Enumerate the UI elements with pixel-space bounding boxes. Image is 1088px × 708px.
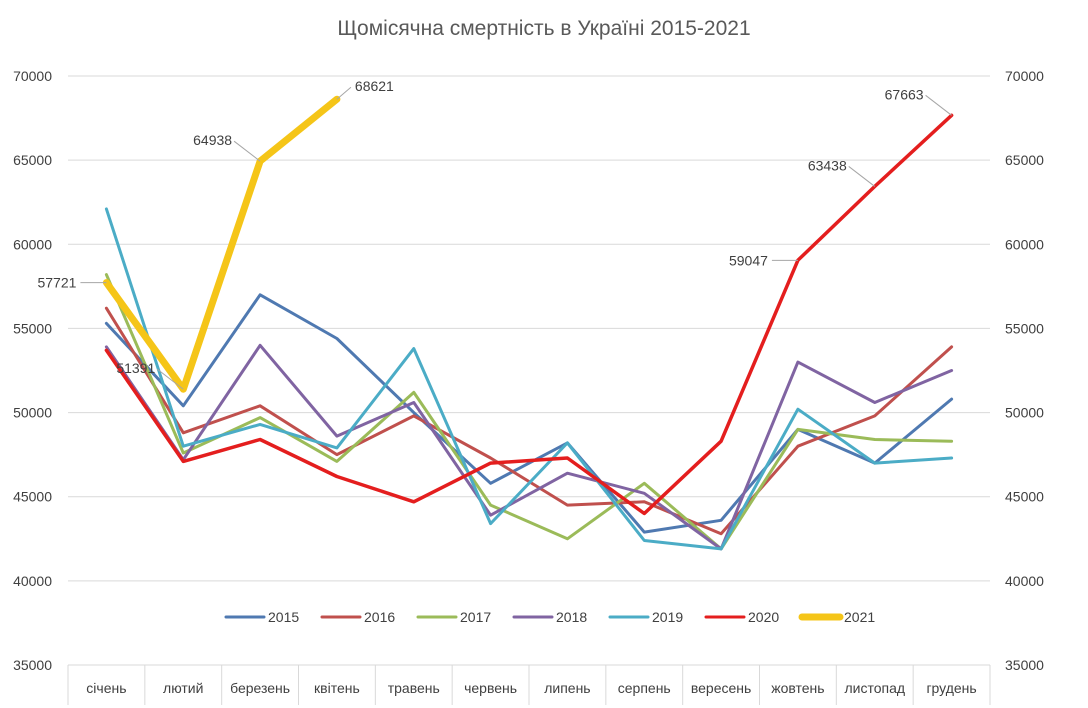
series-line-2017: [104, 273, 954, 551]
x-axis: січень лютий березень квітень травень червень…: [67, 664, 991, 705]
data-label: 68621: [355, 78, 394, 94]
x-tick-label: лютий: [163, 680, 203, 696]
legend-label-2020: 2020: [748, 609, 779, 625]
x-tick-label: квітень: [314, 680, 360, 696]
series-line-2019: [104, 207, 954, 551]
y-tick-label-right: 65000: [1005, 152, 1044, 168]
y-tick-label-right: 35000: [1005, 657, 1044, 673]
data-labels: 57721 51391 64938 68621 59047 63438 67663: [37, 78, 952, 390]
y-tick-label-right: 55000: [1005, 320, 1044, 336]
legend-label-2015: 2015: [268, 609, 299, 625]
legend-label-2018: 2018: [556, 609, 587, 625]
y-tick-label-left: 40000: [13, 573, 52, 589]
gridlines: [68, 75, 990, 582]
data-label: 64938: [193, 132, 232, 148]
data-label-leader: [848, 166, 876, 187]
legend-label-2017: 2017: [460, 609, 491, 625]
x-tick-label: вересень: [691, 680, 751, 696]
x-tick-label: серпень: [618, 680, 671, 696]
legend-label-2021: 2021: [844, 609, 875, 625]
y-tick-label-right: 45000: [1005, 489, 1044, 505]
chart-title: Щомісячна смертність в Україні 2015-2021: [337, 17, 750, 40]
y-tick-label-left: 55000: [13, 320, 52, 336]
x-tick-label: листопад: [844, 680, 905, 696]
x-tick-label: червень: [464, 680, 517, 696]
data-label: 63438: [808, 157, 847, 173]
y-tick-label-right: 60000: [1005, 236, 1044, 252]
x-tick-label: січень: [86, 680, 126, 696]
x-tick-label: грудень: [926, 680, 976, 696]
x-tick-label: жовтень: [771, 680, 824, 696]
x-tick-label: травень: [388, 680, 440, 696]
data-label-leader: [233, 140, 261, 162]
y-tick-label-right: 50000: [1005, 405, 1044, 421]
legend: 2015 2016 2017 2018 2019 2020 2021: [224, 609, 875, 625]
series-line-2020: [104, 113, 954, 516]
data-label: 59047: [729, 252, 768, 268]
legend-label-2016: 2016: [364, 609, 395, 625]
y-tick-label-left: 45000: [13, 489, 52, 505]
y-tick-label-left: 60000: [13, 236, 52, 252]
data-label-leader: [925, 94, 952, 116]
series-line-2021: [102, 95, 341, 393]
series-line-2015: [104, 293, 954, 534]
y-tick-label-left: 50000: [13, 405, 52, 421]
series-line-2018: [104, 343, 954, 551]
legend-label-2019: 2019: [652, 609, 683, 625]
y-axis-right: 35000 40000 45000 50000 55000 60000 65000 70000: [1005, 68, 1044, 673]
data-label-leader: [336, 86, 352, 100]
series-line-2016: [104, 306, 954, 536]
y-tick-label-left: 35000: [13, 657, 52, 673]
y-axis-left: 35000 40000 45000 50000 55000 60000 65000 70000: [13, 68, 52, 673]
x-tick-label: березень: [230, 680, 290, 696]
data-label: 51391: [116, 360, 155, 376]
data-label-leader: [156, 368, 184, 390]
y-tick-label-left: 70000: [13, 68, 52, 84]
y-tick-label-left: 65000: [13, 152, 52, 168]
data-label: 67663: [885, 86, 924, 102]
data-label: 57721: [37, 275, 76, 291]
x-tick-label: липень: [544, 680, 590, 696]
series-lines: [102, 95, 954, 551]
y-tick-label-right: 40000: [1005, 573, 1044, 589]
y-tick-label-right: 70000: [1005, 68, 1044, 84]
